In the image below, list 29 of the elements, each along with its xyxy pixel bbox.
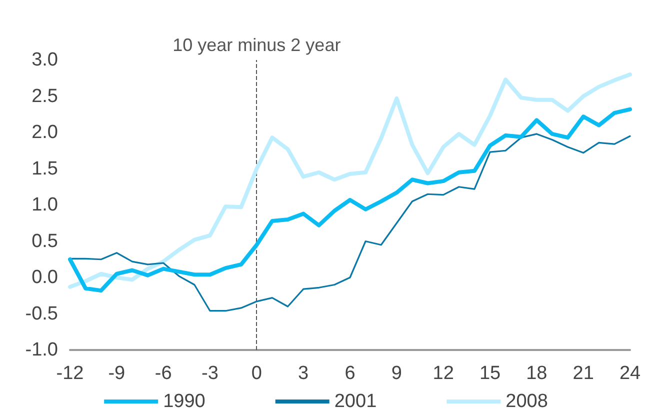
x-tick-label: -9 (108, 363, 126, 384)
x-tick-label: 24 (619, 363, 641, 384)
x-tick-label: 0 (251, 363, 262, 384)
y-tick-label: 2.5 (32, 86, 58, 107)
x-tick-label: 12 (432, 363, 454, 384)
legend-label: 2008 (506, 391, 548, 412)
y-tick-label: 1.0 (32, 194, 58, 216)
ref-line-label: 10 year minus 2 year (172, 35, 341, 55)
x-tick-label: 6 (344, 363, 356, 384)
y-tick-label: -1.0 (25, 340, 58, 360)
y-tick-label: 1.5 (32, 158, 58, 180)
x-tick-label: 3 (298, 363, 309, 384)
x-tick-label: -6 (154, 363, 172, 384)
y-tick-label: -0.5 (25, 303, 58, 324)
x-tick-label: -12 (56, 363, 84, 384)
x-tick-label: 18 (526, 363, 548, 384)
legend-label: 2001 (334, 391, 377, 412)
line-series (69, 133, 631, 312)
x-tick-label: 15 (479, 363, 501, 384)
line-series (68, 72, 632, 289)
y-tick-label: 0.0 (32, 267, 58, 288)
y-tick-label: 2.0 (32, 122, 58, 143)
x-tick-label: 9 (391, 363, 402, 384)
x-tick-label: -3 (202, 363, 218, 384)
y-tick-label: 0.5 (32, 230, 58, 252)
x-tick-label: 21 (572, 363, 594, 384)
y-tick-label: 3.0 (32, 50, 58, 70)
legend-label: 1990 (163, 391, 206, 412)
line-series (68, 107, 632, 293)
